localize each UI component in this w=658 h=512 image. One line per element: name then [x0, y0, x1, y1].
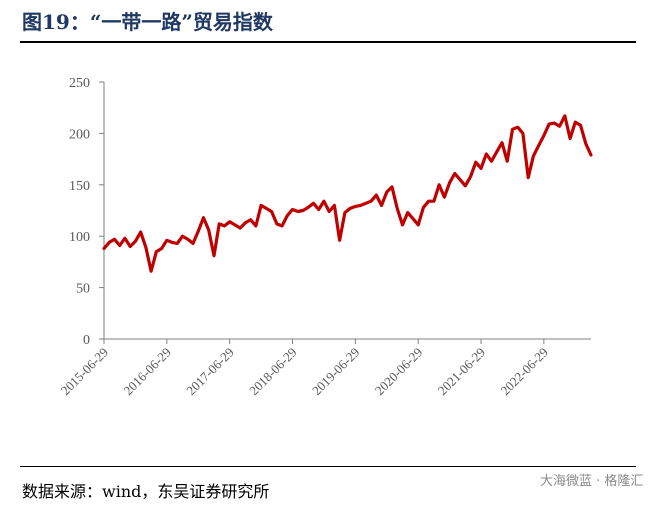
x-tick-label: 2017-06-29 [183, 345, 237, 399]
y-tick-label: 150 [69, 179, 90, 194]
y-tick-label: 50 [76, 282, 90, 297]
y-tick-label: 250 [69, 76, 90, 91]
figure-title: 图19：“一带一路”贸易指数 [22, 10, 273, 34]
chart-axes [99, 81, 591, 344]
bottom-rule [20, 466, 636, 467]
watermark-text: 大海微蓝 · 格隆汇 [540, 474, 644, 489]
top-rule [20, 41, 636, 43]
x-tick-label: 2019-06-29 [309, 345, 363, 399]
y-tick-label: 0 [83, 333, 90, 348]
y-tick-label: 200 [69, 127, 90, 142]
line-chart: 0 50 100 150 200 250 2015-06-29 2016-06-29 2017… [58, 76, 593, 399]
x-tick-label: 2020-06-29 [372, 345, 426, 399]
y-axis-tick-labels: 0 50 100 150 200 250 [69, 76, 90, 348]
series-group [102, 114, 593, 273]
series-line-0 [102, 114, 593, 273]
x-tick-label: 2022-06-29 [497, 345, 551, 399]
x-tick-label: 2018-06-29 [246, 345, 300, 399]
x-tick-label: 2021-06-29 [435, 345, 489, 399]
x-tick-label: 2016-06-29 [120, 345, 174, 399]
y-tick-label: 100 [69, 230, 90, 245]
data-source-note: 数据来源：wind，东吴证券研究所 [22, 482, 270, 501]
x-axis-tick-labels: 2015-06-29 2016-06-29 2017-06-29 2018-06-29… [58, 345, 551, 399]
x-tick-label: 2015-06-29 [58, 345, 112, 399]
